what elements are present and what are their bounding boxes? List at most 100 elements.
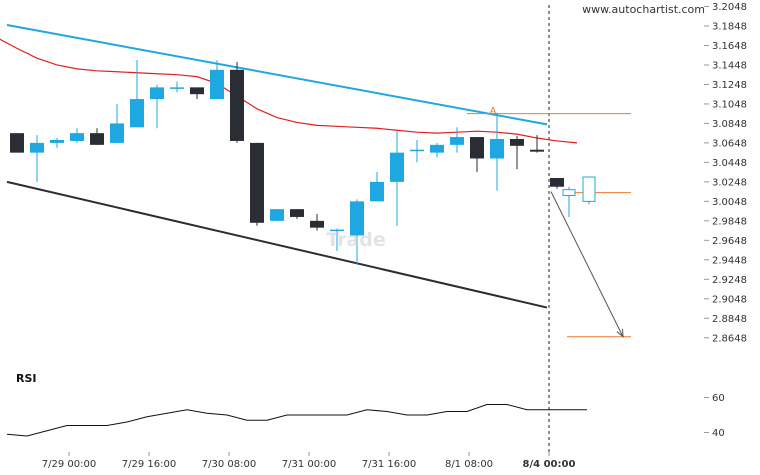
candle <box>230 62 244 143</box>
candle <box>150 84 164 129</box>
projected-candle <box>562 186 576 217</box>
candle <box>70 128 84 143</box>
price-tick-label: 3.1448 <box>712 60 747 71</box>
candle <box>390 131 404 226</box>
candle-body <box>310 220 324 228</box>
candle <box>410 139 424 163</box>
candle-body <box>50 139 64 143</box>
candle-body <box>110 123 124 143</box>
projected-candle-body <box>582 176 596 202</box>
price-tick-label: 2.9448 <box>712 255 747 266</box>
projection-arrow-line <box>550 191 624 338</box>
candle-body <box>530 149 544 152</box>
price-tick-label: 2.8648 <box>712 333 747 344</box>
candle-body <box>130 99 144 128</box>
candle-body <box>450 137 464 145</box>
candle-body <box>490 139 504 159</box>
price-tick-label: 3.1248 <box>712 80 747 91</box>
candle-body <box>470 137 484 159</box>
candle-body <box>370 181 384 202</box>
price-tick-label: 3.0248 <box>712 177 747 188</box>
rsi-tick-label: 40 <box>712 428 725 439</box>
candle-body <box>150 87 164 100</box>
projected-candle <box>582 176 596 205</box>
projected-candle-body <box>562 189 576 197</box>
lower-trendline <box>6 180 548 309</box>
candle-body <box>210 69 224 100</box>
candles <box>10 60 564 265</box>
price-tick-label: 2.9648 <box>712 236 747 247</box>
price-tick-label: 2.9248 <box>712 275 747 286</box>
candle-body <box>190 87 204 95</box>
candle <box>170 81 184 93</box>
candle-body <box>90 133 104 145</box>
candle-body <box>30 142 44 153</box>
time-tick-label: 7/29 16:00 <box>122 459 176 470</box>
price-tick-label: 3.1048 <box>712 99 747 110</box>
rsi-tick-label: 60 <box>712 393 725 404</box>
candle-body <box>410 149 424 152</box>
price-tick-label: 3.2048 <box>712 2 747 13</box>
background-watermark: Trade <box>326 229 386 251</box>
trendlines <box>6 24 548 309</box>
candle-body <box>330 229 344 232</box>
candle <box>190 87 204 100</box>
candle <box>510 136 524 170</box>
projection-arrow <box>550 191 624 338</box>
price-tick-label: 3.0048 <box>712 197 747 208</box>
rsi-line <box>6 404 587 437</box>
projected-candles <box>562 176 596 217</box>
candle <box>310 214 324 231</box>
candle <box>10 133 24 153</box>
candle-body <box>390 152 404 182</box>
rsi-label: RSI <box>16 372 37 385</box>
candle <box>270 209 284 221</box>
candle-body <box>70 133 84 141</box>
price-tick-label: 3.0448 <box>712 158 747 169</box>
candle-body <box>230 69 244 141</box>
time-tick-label: 8/4 00:00 <box>523 459 576 470</box>
candle-body <box>510 139 524 146</box>
time-tick-label: 7/30 08:00 <box>202 459 256 470</box>
candle <box>430 142 444 158</box>
price-tick-label: 2.8848 <box>712 314 747 325</box>
moving-average <box>0 38 578 144</box>
time-axis: 7/29 00:00 7/29 16:00 7/30 08:00 7/31 00:00… <box>42 452 576 470</box>
candle-body <box>430 144 444 153</box>
candle <box>250 142 264 226</box>
price-tick-label: 3.0648 <box>712 138 747 149</box>
price-tick-label: 2.9048 <box>712 294 747 305</box>
candle-body <box>10 133 24 153</box>
candle <box>210 60 224 100</box>
projection-arrow-head <box>616 328 624 338</box>
rsi-panel: RSI 60 40 <box>6 372 725 439</box>
candle <box>30 135 44 182</box>
candle <box>470 137 484 173</box>
candle-body <box>270 209 284 221</box>
candle <box>130 60 144 128</box>
candle <box>450 127 464 153</box>
candle <box>490 112 504 191</box>
time-tick-label: 7/29 00:00 <box>42 459 96 470</box>
candle <box>50 138 64 148</box>
candle <box>350 199 364 265</box>
candle <box>290 209 304 219</box>
candle <box>330 228 344 252</box>
candle <box>110 103 124 143</box>
candle <box>90 128 104 145</box>
candle-body <box>290 209 304 217</box>
candle <box>530 135 544 153</box>
price-tick-label: 3.1648 <box>712 41 747 52</box>
time-tick-label: 8/1 08:00 <box>445 459 493 470</box>
upper-trendline <box>6 24 548 126</box>
price-axis: 3.2048 3.1848 3.1648 3.1448 3.1248 3.1048 3.08… <box>704 2 747 344</box>
price-tick-label: 3.1848 <box>712 21 747 32</box>
candle-body <box>170 87 184 89</box>
price-levels <box>467 113 631 338</box>
price-tick-label: 2.9848 <box>712 216 747 227</box>
candle <box>550 177 564 189</box>
price-tick-label: 3.0848 <box>712 119 747 130</box>
pattern-point-label: A <box>490 106 497 117</box>
moving-average-line <box>0 38 578 144</box>
